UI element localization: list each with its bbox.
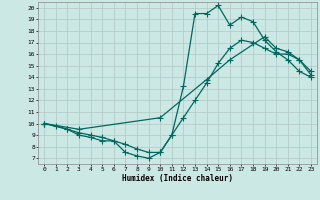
X-axis label: Humidex (Indice chaleur): Humidex (Indice chaleur) xyxy=(122,174,233,183)
